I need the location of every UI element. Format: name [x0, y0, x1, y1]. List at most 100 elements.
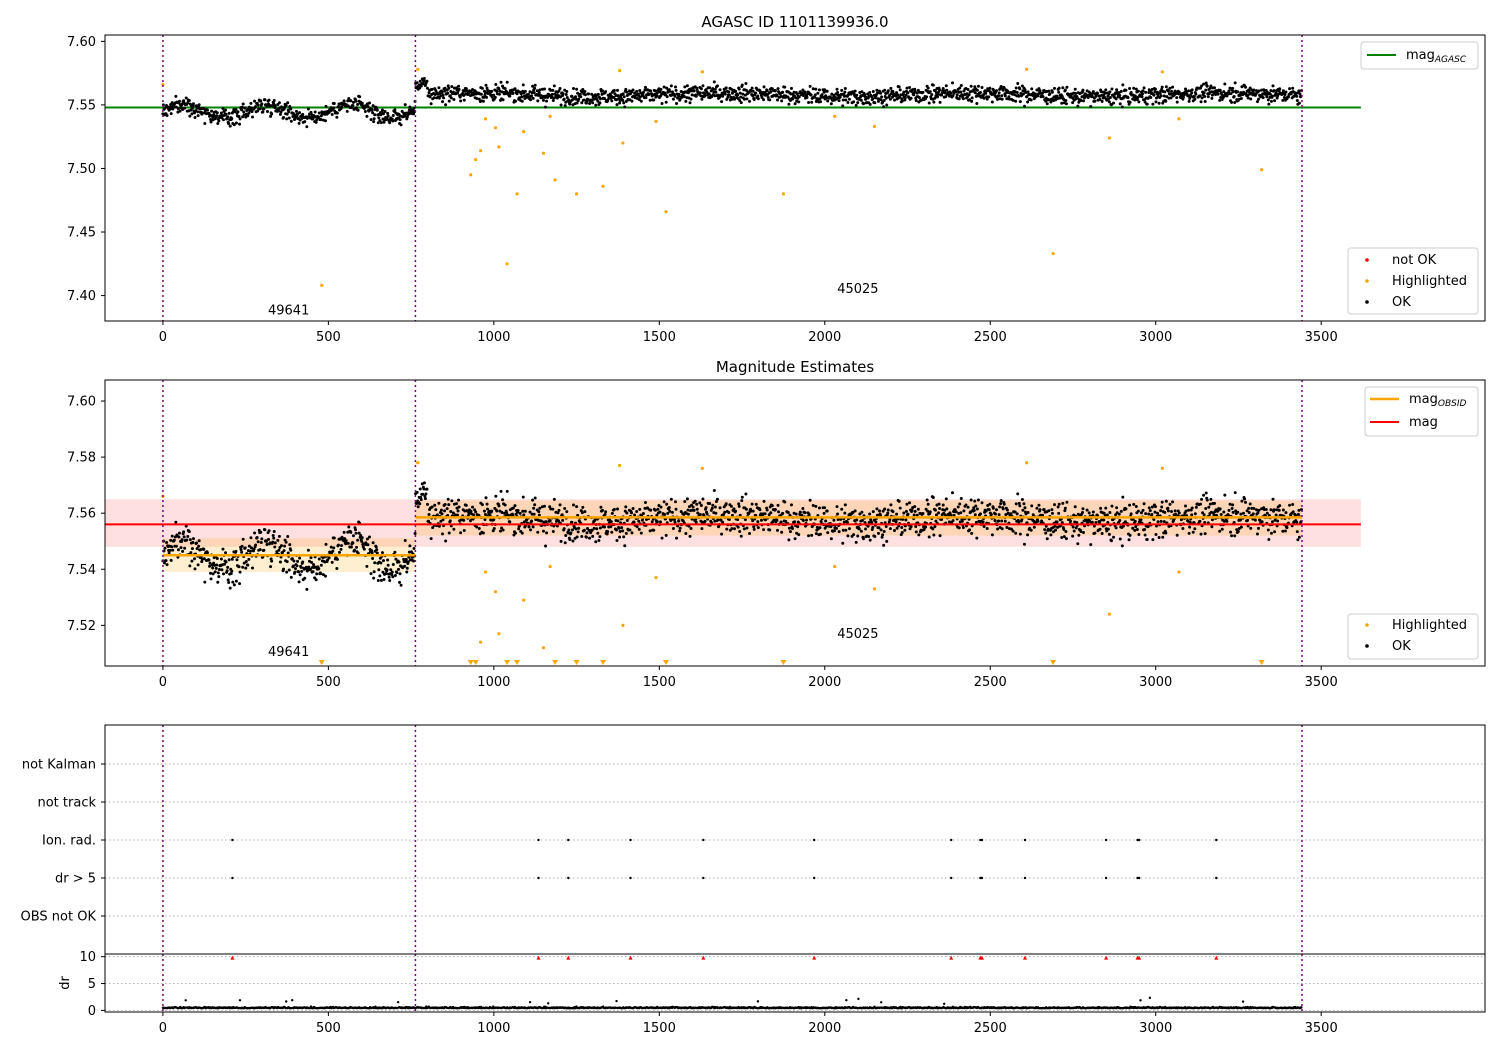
ok-point [548, 505, 552, 509]
ok-point [921, 512, 925, 516]
ok-point [889, 503, 893, 507]
ok-point [1296, 512, 1300, 516]
ok-point [1043, 528, 1047, 532]
ok-point [882, 98, 886, 102]
ok-point [677, 92, 681, 96]
ok-point [424, 492, 428, 496]
ok-point [1227, 89, 1231, 93]
ok-point [380, 108, 384, 112]
ok-point [876, 531, 880, 535]
ok-point [492, 93, 496, 97]
ok-point [1118, 102, 1122, 106]
ok-point [941, 87, 945, 91]
x-tick-label: 500 [316, 330, 341, 345]
ok-point [1297, 89, 1301, 93]
ok-point [999, 85, 1003, 89]
ok-point [215, 111, 219, 115]
ok-point [859, 529, 863, 533]
ok-point [305, 125, 309, 129]
highlighted-point [574, 192, 579, 196]
ok-point [337, 550, 341, 554]
ok-point [241, 102, 245, 106]
x-tick-label: 500 [316, 1021, 341, 1036]
ok-point [351, 541, 355, 545]
ok-point [1126, 96, 1130, 100]
ok-point [974, 520, 978, 524]
flag-point [979, 838, 982, 842]
ok-point [1038, 508, 1042, 512]
x-tick-label: 0 [159, 1021, 167, 1036]
ok-point [1165, 95, 1169, 99]
ok-point [1281, 89, 1285, 93]
highlighted-point [479, 149, 483, 153]
ok-point [884, 524, 888, 528]
ok-point [319, 563, 323, 567]
ok-point [396, 567, 400, 571]
ok-point [559, 103, 563, 107]
ok-point [1230, 507, 1234, 511]
highlighted-point [601, 184, 605, 188]
ok-point [829, 537, 833, 541]
ok-point [752, 525, 756, 529]
ok-point [209, 577, 213, 581]
ok-point [1011, 98, 1015, 102]
highlighted-point [1051, 252, 1055, 256]
ok-point [637, 527, 641, 531]
ok-point [1102, 518, 1106, 522]
ok-point [752, 98, 756, 102]
ok-point [748, 99, 752, 103]
ok-point [659, 87, 663, 91]
ok-point [1064, 99, 1068, 103]
ok-point [583, 510, 587, 514]
ok-point [926, 502, 930, 506]
ok-point [523, 509, 527, 513]
ok-point [773, 89, 777, 93]
ok-point [789, 503, 793, 507]
ok-point [797, 95, 801, 99]
ok-point [388, 579, 392, 583]
ok-point [533, 503, 537, 507]
ok-point [177, 531, 181, 535]
ok-point [1100, 518, 1104, 522]
ok-point [422, 76, 426, 80]
flag-point [1104, 876, 1108, 880]
ok-point [1270, 520, 1274, 524]
flag-point [1136, 838, 1139, 842]
ok-point [810, 533, 814, 537]
legend-marker [1365, 644, 1369, 648]
ok-point [915, 513, 919, 517]
ok-point [1133, 519, 1137, 523]
ok-point [1231, 86, 1235, 90]
ok-point [882, 543, 886, 547]
ok-point [951, 491, 955, 495]
ok-point [615, 538, 619, 542]
x-tick-label: 2000 [808, 330, 841, 345]
ok-point [183, 106, 187, 110]
ok-point [683, 500, 687, 504]
ok-point [824, 94, 828, 98]
highlighted-point [833, 114, 837, 118]
ok-point [813, 93, 817, 97]
ok-point [415, 81, 419, 85]
highlighted-point [483, 117, 488, 121]
ok-point [721, 94, 725, 98]
ok-point [796, 525, 800, 529]
highlighted-point [416, 461, 420, 465]
highlighted-point [522, 130, 526, 134]
ok-point [1267, 102, 1271, 106]
flag-category-label: not Kalman [22, 758, 96, 773]
ok-point [973, 499, 977, 503]
ok-point [1100, 99, 1104, 103]
ok-point [335, 557, 339, 561]
ok-point [481, 99, 485, 103]
ok-point [1131, 526, 1135, 530]
ok-point [513, 504, 517, 508]
ok-point [532, 506, 536, 510]
ok-point [1297, 508, 1301, 512]
ok-point [1063, 88, 1067, 92]
ok-point [1291, 86, 1295, 90]
ok-point [768, 98, 772, 102]
ok-point [373, 561, 377, 565]
flag-point [537, 876, 540, 880]
ok-point [380, 551, 384, 555]
